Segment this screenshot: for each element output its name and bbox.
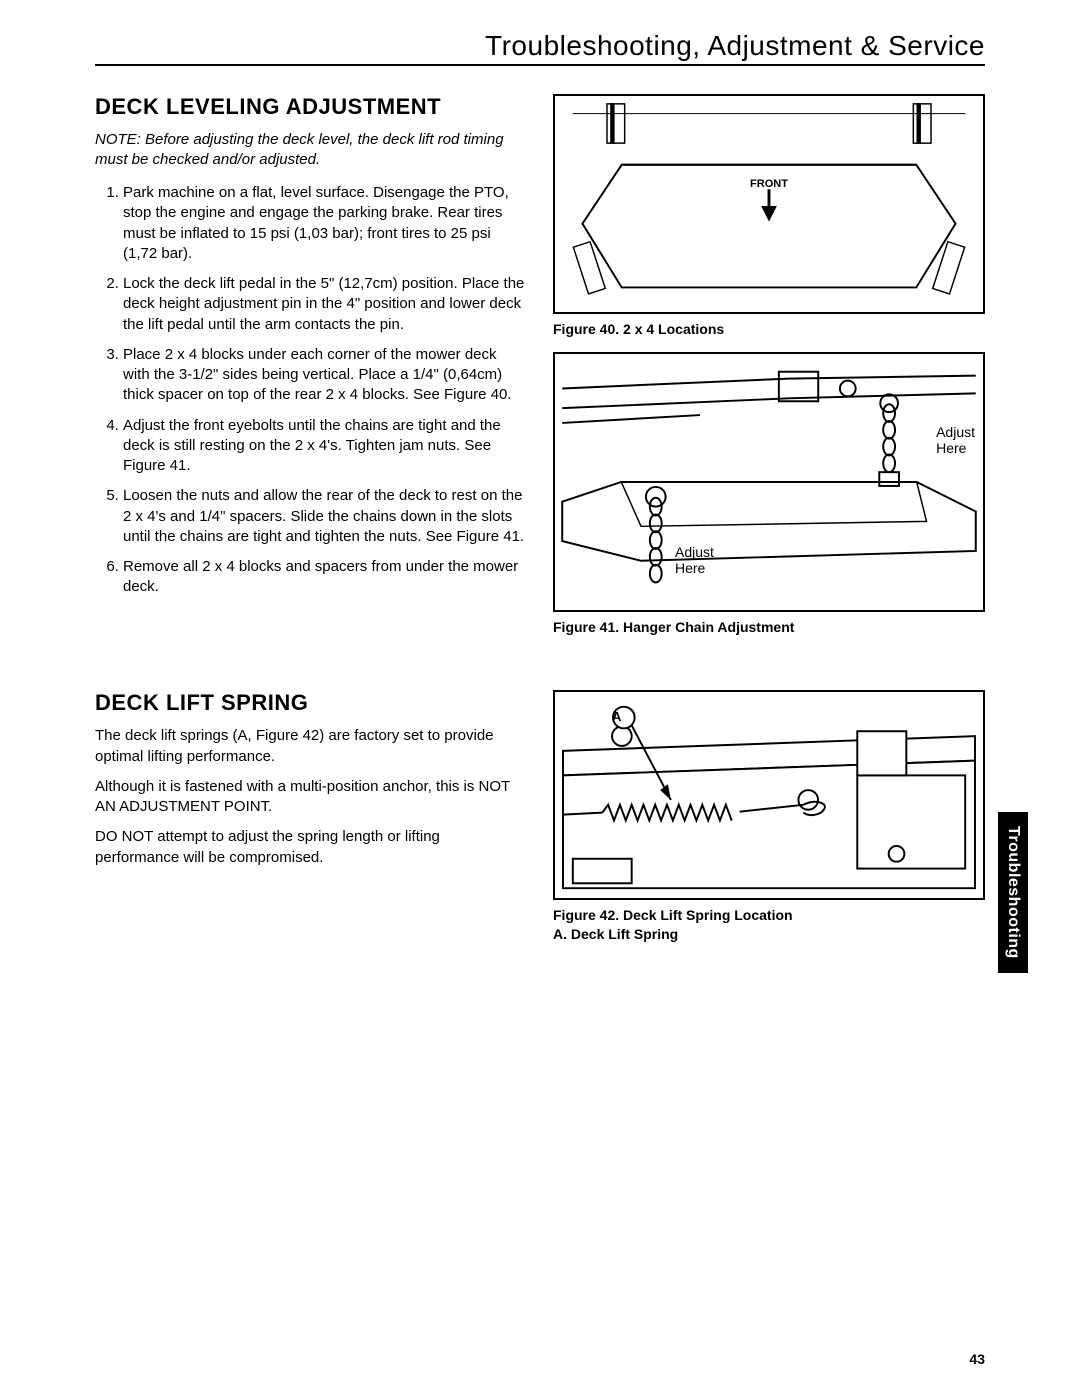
section1-text-column: DECK LEVELING ADJUSTMENT NOTE: Before ad… xyxy=(95,94,525,650)
adjust-here-text: Adjust Here xyxy=(936,424,975,456)
figure-40-diagram xyxy=(555,96,983,312)
section2-figure-column: A Figure 42. Deck Lift Spring Location A… xyxy=(553,690,985,956)
step-item: Place 2 x 4 blocks under each corner of … xyxy=(123,345,525,406)
step-item: Remove all 2 x 4 blocks and spacers from… xyxy=(123,557,525,598)
callout-a-label: A xyxy=(612,709,621,724)
side-tab: Troubleshooting xyxy=(998,812,1028,973)
adjust-here-label-2: Adjust Here xyxy=(675,544,714,576)
section2-para: Although it is fastened with a multi-pos… xyxy=(95,777,525,818)
page-number: 43 xyxy=(969,1351,985,1367)
section1-steps: Park machine on a flat, level surface. D… xyxy=(95,183,525,598)
front-label: FRONT xyxy=(750,178,788,190)
figure-41-caption: Figure 41. Hanger Chain Adjustment xyxy=(553,618,985,636)
step-item: Adjust the front eyebolts until the chai… xyxy=(123,416,525,477)
section2-para: DO NOT attempt to adjust the spring leng… xyxy=(95,827,525,868)
adjust-here-text: Adjust Here xyxy=(675,544,714,576)
figure-42: A xyxy=(553,690,985,900)
adjust-here-label-1: Adjust Here xyxy=(936,424,975,456)
figure-40: FRONT xyxy=(553,94,985,314)
section1-figure-column: FRONT Figure 40. 2 x 4 Locations xyxy=(553,94,985,650)
figure-42-caption: Figure 42. Deck Lift Spring Location A. … xyxy=(553,906,985,942)
step-item: Lock the deck lift pedal in the 5" (12,7… xyxy=(123,274,525,335)
step-item: Park machine on a flat, level surface. D… xyxy=(123,183,525,264)
section-deck-lift-spring: DECK LIFT SPRING The deck lift springs (… xyxy=(95,690,985,956)
section2-text-column: DECK LIFT SPRING The deck lift springs (… xyxy=(95,690,525,956)
page: Troubleshooting, Adjustment & Service DE… xyxy=(0,0,1080,1397)
section1-note: NOTE: Before adjusting the deck level, t… xyxy=(95,130,525,169)
figure-41-diagram xyxy=(555,354,983,610)
section1-heading: DECK LEVELING ADJUSTMENT xyxy=(95,94,525,120)
section-deck-leveling: DECK LEVELING ADJUSTMENT NOTE: Before ad… xyxy=(95,94,985,650)
section2-para: The deck lift springs (A, Figure 42) are… xyxy=(95,726,525,767)
section2-heading: DECK LIFT SPRING xyxy=(95,690,525,716)
step-item: Loosen the nuts and allow the rear of th… xyxy=(123,486,525,547)
figure-40-caption: Figure 40. 2 x 4 Locations xyxy=(553,320,985,338)
page-title: Troubleshooting, Adjustment & Service xyxy=(95,30,985,66)
section-spacer xyxy=(95,650,985,690)
figure-41: Adjust Here Adjust Here xyxy=(553,352,985,612)
